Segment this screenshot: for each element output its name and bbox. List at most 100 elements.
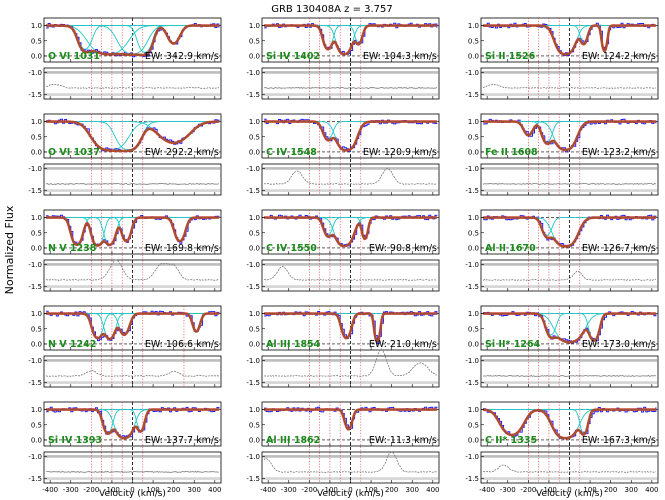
- equivalent-width-label: EW: 104.3 km/s: [363, 51, 437, 62]
- residual-tick-label: -1.0: [246, 357, 260, 365]
- residual-band: [481, 263, 658, 266]
- residual-tick-label: -1.0: [246, 165, 260, 173]
- residual-band: [481, 71, 658, 74]
- residual-band: [44, 263, 221, 266]
- residual-tick-label: -1.5: [465, 379, 479, 387]
- flux-tick-label: 1.0: [249, 118, 260, 126]
- flux-tick-label: 0.0: [249, 244, 260, 252]
- residual-tick-label: -1.0: [28, 261, 42, 269]
- residual-trace: [263, 451, 437, 473]
- residual-tick-label: -1.0: [465, 453, 479, 461]
- total-fit: [46, 216, 219, 247]
- equivalent-width-label: EW: 342.9 km/s: [145, 51, 219, 62]
- residual-tick-label: -1.5: [28, 379, 42, 387]
- flux-tick-label: 1.0: [468, 310, 479, 318]
- residual-trace: [46, 84, 220, 89]
- x-tick-label: 200: [604, 486, 617, 494]
- spectrum-panel: Si II* 1264 EW: 173.0 km/s 0.0 0.5 1.0 -1.0 -1…: [465, 305, 659, 388]
- ion-label: Al III 1854: [266, 339, 321, 350]
- component-profile: [483, 121, 656, 136]
- x-axis-label: Velocity (km/s): [99, 489, 166, 499]
- x-tick-label: -200: [301, 486, 317, 494]
- spectrum-panel: N V 1242 EW: 106.6 km/s 0.0 0.5 1.0 -1.0 -1.5: [28, 305, 222, 388]
- equivalent-width-label: EW: 120.9 km/s: [363, 147, 437, 158]
- total-fit: [46, 312, 219, 340]
- residual-band: [44, 71, 221, 74]
- ion-label: Fe II 1608: [485, 147, 538, 158]
- residual-tick-label: -1.5: [28, 283, 42, 291]
- flux-tick-label: 0.0: [249, 436, 260, 444]
- x-tick-label: -400: [479, 486, 495, 494]
- spectrum-panel: Al II 1670 EW: 126.7 km/s 0.0 0.5 1.0 -1.0 -1.…: [465, 209, 659, 292]
- ion-label: Si II* 1264: [485, 339, 541, 350]
- flux-tick-label: 0.0: [468, 436, 479, 444]
- equivalent-width-label: EW: 90.8 km/s: [369, 243, 437, 254]
- x-tick-label: 200: [167, 486, 180, 494]
- residual-tick-label: -1.0: [465, 261, 479, 269]
- residual-tick-label: -1.0: [246, 69, 260, 77]
- residual-tick-label: -1.5: [246, 379, 260, 387]
- flux-tick-label: 1.0: [249, 214, 260, 222]
- x-tick-label: -400: [42, 486, 58, 494]
- x-tick-label: 300: [406, 486, 419, 494]
- residual-band: [262, 455, 439, 458]
- total-fit: [46, 408, 219, 440]
- flux-tick-label: 0.0: [468, 52, 479, 60]
- flux-tick-label: 0.0: [468, 244, 479, 252]
- residual-tick-label: -1.5: [28, 187, 42, 195]
- x-tick-label: 100: [583, 486, 596, 494]
- residual-tick-label: -1.0: [465, 357, 479, 365]
- residual-tick-label: -1.5: [465, 91, 479, 99]
- x-tick-label: 400: [645, 486, 658, 494]
- ion-label: Si II 1526: [485, 51, 536, 62]
- flux-tick-label: 0.5: [249, 325, 260, 333]
- flux-tick-label: 0.0: [249, 340, 260, 348]
- residual-trace: [482, 270, 656, 281]
- spectrum-panel: Si II 1526 EW: 124.2 km/s 0.0 0.5 1.0 -1.0 -1.…: [465, 17, 659, 100]
- equivalent-width-label: EW: 11.3 km/s: [369, 435, 437, 446]
- flux-tick-label: 0.0: [31, 148, 42, 156]
- x-tick-label: 100: [146, 486, 159, 494]
- residual-tick-label: -1.5: [28, 91, 42, 99]
- flux-tick-label: 1.0: [31, 310, 42, 318]
- flux-tick-label: 0.5: [31, 133, 42, 141]
- residual-tick-label: -1.5: [28, 475, 42, 483]
- flux-tick-label: 1.0: [468, 22, 479, 30]
- equivalent-width-label: EW: 173.0 km/s: [582, 339, 656, 350]
- equivalent-width-label: EW: 169.8 km/s: [145, 243, 219, 254]
- total-fit: [483, 120, 656, 151]
- flux-tick-label: 1.0: [31, 118, 42, 126]
- residual-band: [481, 455, 658, 458]
- residual-tick-label: -1.5: [465, 283, 479, 291]
- flux-tick-label: 1.0: [31, 406, 42, 414]
- spectrum-panel: Si IV 1402 EW: 104.3 km/s 0.0 0.5 1.0 -1.0 -1.…: [246, 17, 440, 100]
- x-tick-label: 400: [426, 486, 439, 494]
- x-tick-label: -200: [520, 486, 536, 494]
- total-fit: [483, 24, 656, 56]
- ion-label: C II* 1335: [485, 435, 537, 446]
- spectrum-panel: Fe II 1608 EW: 123.2 km/s 0.0 0.5 1.0 -1.0 -1.…: [465, 113, 659, 196]
- x-tick-label: -200: [83, 486, 99, 494]
- spectrum-panel: O VI 1037 EW: 292.2 km/s 0.0 0.5 1.0 -1.0 -1.5: [28, 113, 222, 196]
- spectrum-panel: N V 1238 EW: 169.8 km/s 0.0 0.5 1.0 -1.0 -1.5: [28, 209, 222, 292]
- x-tick-label: 0: [567, 486, 571, 494]
- figure-title: GRB 130408A z = 3.757: [271, 4, 393, 15]
- residual-tick-label: -1.5: [246, 475, 260, 483]
- flux-tick-label: 0.0: [31, 340, 42, 348]
- flux-tick-label: 0.0: [249, 52, 260, 60]
- flux-tick-label: 0.5: [249, 229, 260, 237]
- ion-label: Al II 1670: [485, 243, 536, 254]
- total-fit: [483, 312, 656, 344]
- spectrum-panel: C IV 1548 EW: 120.9 km/s 0.0 0.5 1.0 -1.0 -1.5: [246, 113, 440, 196]
- x-tick-label: -300: [500, 486, 516, 494]
- x-tick-label: -100: [322, 486, 338, 494]
- flux-tick-label: 0.5: [468, 133, 479, 141]
- ion-label: Si IV 1393: [48, 435, 102, 446]
- residual-trace: [482, 83, 656, 89]
- residual-tick-label: -1.5: [246, 91, 260, 99]
- residual-tick-label: -1.0: [465, 165, 479, 173]
- spectrum-panel: Al III 1862 EW: 11.3 km/s 0.0 0.5 1.0 -1.0 -1.…: [246, 401, 440, 494]
- flux-tick-label: 1.0: [468, 118, 479, 126]
- residual-band: [44, 359, 221, 362]
- residual-tick-label: -1.5: [465, 475, 479, 483]
